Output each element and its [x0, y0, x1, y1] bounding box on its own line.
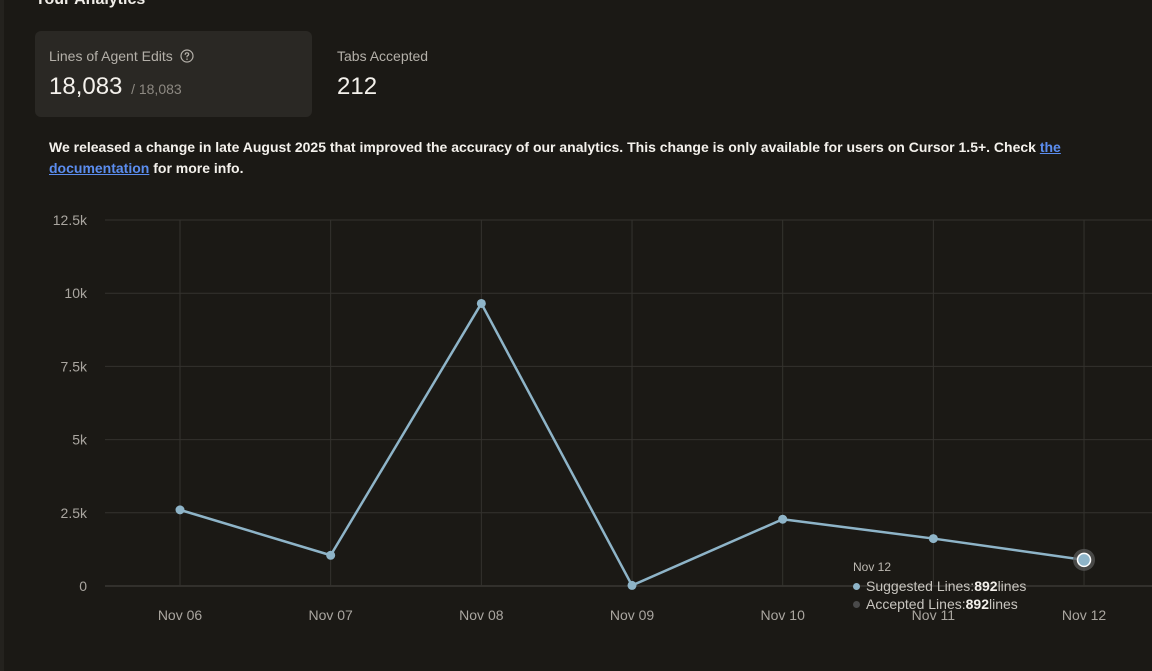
data-point [928, 534, 938, 544]
y-tick-label: 10k [64, 285, 88, 301]
y-tick-label: 2.5k [61, 505, 88, 521]
x-tick-label: Nov 09 [610, 607, 655, 623]
section-title: Your Analytics [35, 0, 145, 9]
suggested-dot-icon [853, 582, 860, 590]
line-chart: 0 2.5k 5k 7.5k 10k 12.5k Nov 06 Nov 07 Nov 08 Nov… [0, 195, 1152, 635]
x-tick-label: Nov 12 [1062, 607, 1107, 623]
y-tick-label: 7.5k [61, 358, 88, 374]
y-tick-label: 0 [79, 578, 87, 594]
y-tick-label: 5k [72, 432, 88, 448]
left-border [0, 0, 4, 671]
notice-text: We released a change in late August 2025… [49, 139, 1040, 155]
tooltip-unit: lines [997, 578, 1027, 594]
stat-label: Tabs Accepted [337, 48, 428, 64]
documentation-link[interactable]: the documentation [49, 139, 1061, 176]
tooltip-label: Suggested Lines: [866, 578, 975, 594]
chart-tooltip: Nov 12 Suggested Lines: 892 lines Accept… [853, 558, 1026, 613]
stat-card-tabs-accepted: Tabs Accepted 212 [323, 31, 523, 117]
data-point [476, 298, 486, 308]
stat-value: 212 [337, 73, 377, 101]
chart-svg: 0 2.5k 5k 7.5k 10k 12.5k Nov 06 Nov 07 Nov 08 Nov… [53, 212, 1152, 623]
stat-value-number: 212 [337, 73, 378, 100]
tooltip-row-suggested: Suggested Lines: 892 lines [853, 577, 1026, 595]
x-tick-label: Nov 11 [912, 607, 956, 623]
tooltip-unit: lines [988, 596, 1018, 612]
stat-value-number: 18,083 [49, 73, 123, 100]
tooltip-label: Accepted Lines: [866, 596, 966, 612]
tooltip-value: 892 [965, 596, 989, 612]
y-tick-label: 12.5k [53, 212, 88, 228]
tooltip-date: Nov 12 [853, 560, 892, 574]
data-point [175, 505, 185, 515]
stat-label-text: Tabs Accepted [337, 48, 429, 64]
help-icon[interactable] [180, 49, 194, 63]
stat-label: Lines of Agent Edits [49, 48, 194, 64]
x-tick-label: Nov 07 [308, 607, 353, 623]
data-point-highlighted [1076, 552, 1092, 568]
data-point [326, 550, 336, 560]
tooltip-row-accepted: Accepted Lines: 892 lines [853, 595, 1026, 613]
data-point [778, 514, 788, 524]
accuracy-notice: We released a change in late August 2025… [49, 137, 1109, 179]
accepted-dot-icon [853, 600, 860, 608]
stat-card-agent-edits: Lines of Agent Edits 18,083 / 18,083 [35, 31, 312, 117]
x-tick-label: Nov 08 [459, 607, 504, 623]
stat-label-text: Lines of Agent Edits [49, 48, 173, 64]
stat-total: / 18,083 [131, 81, 182, 97]
x-tick-label: Nov 10 [761, 607, 806, 623]
x-tick-label: Nov 06 [158, 607, 203, 623]
data-point [627, 580, 637, 590]
notice-text-end: for more info. [149, 160, 244, 176]
tooltip-value: 892 [974, 578, 998, 594]
stat-value: 18,083 / 18,083 [49, 73, 182, 101]
